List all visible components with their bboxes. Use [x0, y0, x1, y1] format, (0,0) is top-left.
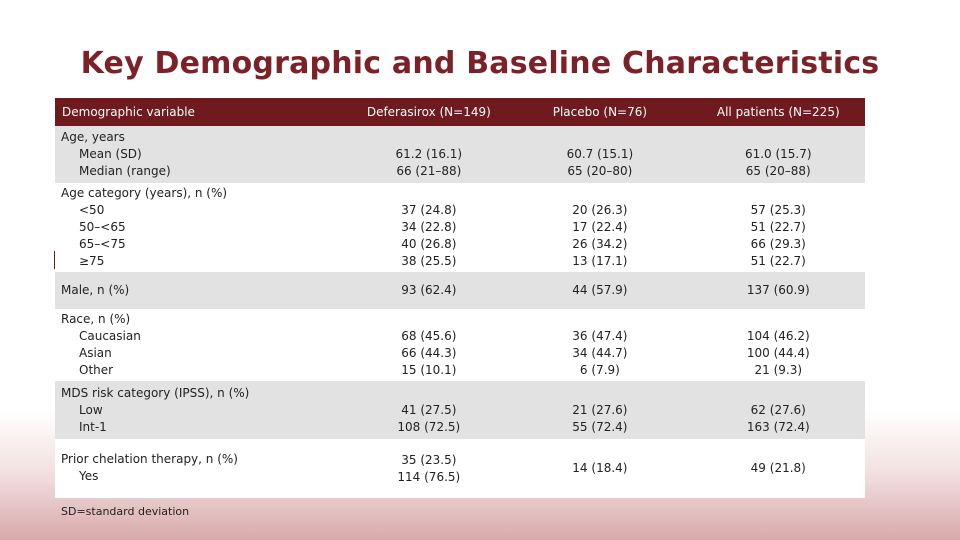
sub-label: Other: [79, 363, 114, 377]
cell-value: 44 (57.9): [572, 283, 628, 297]
cell-value: 108 (72.5): [397, 419, 461, 434]
table-row: Prior chelation therapy, n (%) Yes 35 (2…: [55, 439, 865, 498]
sub-label: Yes: [79, 469, 99, 483]
sub-label: 50–<65: [79, 220, 126, 234]
sub-label: Median (range): [79, 164, 171, 178]
cell-value: 61.2 (16.1): [395, 147, 463, 161]
characteristics-table: Demographic variable Deferasirox (N=149)…: [55, 98, 865, 498]
cell-value: 137 (60.9): [746, 283, 810, 297]
sub-label: 65–<75: [79, 237, 126, 251]
table-row: Male, n (%) 93 (62.4) 44 (57.9) 137 (60.…: [55, 272, 865, 309]
cell-value: 15 (10.1): [401, 363, 457, 377]
header-deferasirox: Deferasirox (N=149): [366, 104, 491, 119]
cell-value: 34 (22.8): [401, 220, 457, 234]
cell-value: 60.7 (15.1): [566, 147, 634, 161]
cell-value: 66 (21–88): [396, 164, 462, 178]
row-label-male: Male, n (%): [61, 283, 130, 297]
cell-value: 17 (22.4): [572, 220, 628, 234]
cell-value: 51 (22.7): [750, 254, 806, 268]
cell-value: 55 (72.4): [572, 419, 628, 434]
row-label-age-category: Age category (years), n (%): [61, 186, 228, 200]
cell-value: 57 (25.3): [750, 203, 806, 217]
cell-value: 66 (29.3): [750, 237, 806, 251]
cell-value: 21 (9.3): [754, 363, 803, 377]
cell-value: 38 (25.5): [401, 254, 457, 268]
cell-value: 100 (44.4): [746, 346, 810, 360]
cell-value: 37 (24.8): [401, 203, 457, 217]
cell-value: 35 (23.5): [401, 452, 457, 467]
cell-value: 93 (62.4): [401, 283, 457, 297]
cell-value: 40 (26.8): [401, 237, 457, 251]
cell-value: 65 (20–80): [567, 164, 633, 178]
cell-value: 21 (27.6): [572, 402, 628, 417]
table-row: Age, years Mean (SD) Median (range) 61.2…: [55, 126, 865, 183]
cell-value: 36 (47.4): [572, 329, 628, 343]
sub-label: Caucasian: [79, 329, 141, 343]
cell-value: 114 (76.5): [397, 469, 461, 484]
cell-value: 68 (45.6): [401, 329, 457, 343]
cell-value: 6 (7.9): [579, 363, 620, 377]
sub-label: Int-1: [79, 419, 107, 434]
cell-value: 65 (20–88): [745, 164, 811, 178]
cell-value: 62 (27.6): [750, 402, 806, 417]
highlight-row-75: [54, 251, 864, 269]
header-demographic-variable: Demographic variable: [62, 104, 195, 119]
table-row: MDS risk category (IPSS), n (%) Low Int-…: [55, 381, 865, 439]
header-placebo: Placebo (N=76): [552, 104, 648, 119]
row-label-age: Age, years: [61, 130, 125, 144]
cell-value: 61.0 (15.7): [744, 147, 812, 161]
sub-label: Low: [79, 402, 103, 417]
row-label-prior-chelation: Prior chelation therapy, n (%): [61, 452, 238, 466]
table-header-row: Demographic variable Deferasirox (N=149)…: [55, 98, 865, 126]
sub-label: ≥75: [79, 254, 105, 268]
cell-value: 104 (46.2): [746, 329, 810, 343]
row-label-race: Race, n (%): [61, 312, 131, 326]
cell-value: 41 (27.5): [401, 402, 457, 417]
cell-value: 20 (26.3): [572, 203, 628, 217]
cell-value: 51 (22.7): [750, 220, 806, 234]
row-label-mds-risk: MDS risk category (IPSS), n (%): [61, 385, 250, 400]
sub-label: Mean (SD): [79, 147, 142, 161]
cell-value: 26 (34.2): [572, 237, 628, 251]
sub-label: Asian: [79, 346, 112, 360]
cell-value: 163 (72.4): [746, 419, 810, 434]
cell-value: 66 (44.3): [401, 346, 457, 360]
cell-value: 34 (44.7): [572, 346, 628, 360]
cell-value: 13 (17.1): [572, 254, 628, 268]
table-row: Age category (years), n (%) <50 50–<65 6…: [55, 183, 865, 272]
footnote: SD=standard deviation: [61, 505, 190, 518]
slide-title: Key Demographic and Baseline Characteris…: [80, 46, 880, 81]
cell-value: 49 (21.8): [750, 461, 806, 475]
header-all-patients: All patients (N=225): [716, 104, 840, 119]
table-row: Race, n (%) Caucasian Asian Other 68 (45…: [55, 309, 865, 381]
cell-value: 14 (18.4): [572, 461, 628, 475]
sub-label: <50: [79, 203, 105, 217]
